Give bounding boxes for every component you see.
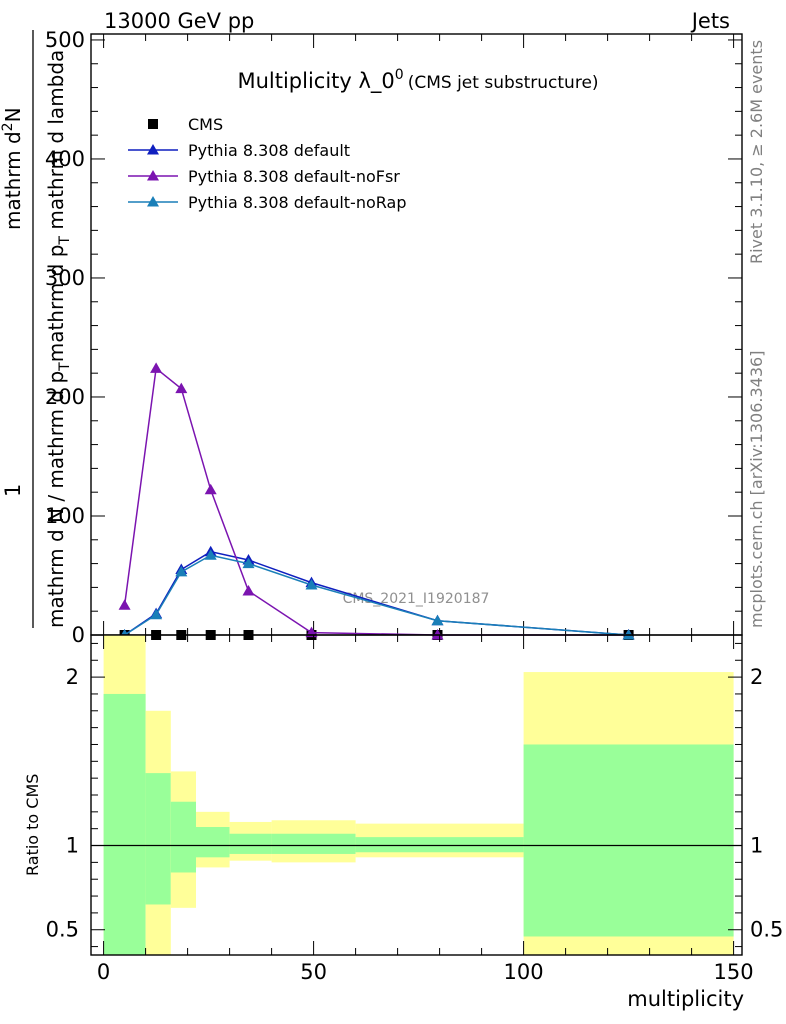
y-label-part-d: mathrm d — [1, 131, 25, 230]
y-label-sup: 2 — [0, 122, 16, 131]
ratio-tick-labels: 0.5 0.5 1 1 2 2 0 50 100 150 — [46, 665, 784, 984]
main-y-tick-labels: 0 100 200 300 400 500 — [45, 28, 85, 647]
ratio-y-tick-label-right: 2 — [750, 665, 763, 689]
legend-label: Pythia 8.308 default-noFsr — [188, 167, 400, 186]
x-tick-label: 150 — [714, 960, 754, 984]
legend-marker — [147, 196, 159, 207]
data-point — [431, 629, 444, 640]
ratio-band-inner — [355, 837, 524, 853]
ratio-y-tick-label-right: 1 — [750, 834, 763, 858]
plot-title-superscript: 0 — [395, 67, 404, 83]
ratio-bands — [103, 635, 734, 955]
legend-marker — [148, 119, 158, 129]
data-point — [622, 629, 635, 640]
series-line — [124, 554, 629, 636]
legend: CMS Pythia 8.308 default Pythia 8.308 defa… — [128, 115, 406, 212]
x-axis-label: multiplicity — [627, 987, 744, 1011]
data-point — [150, 362, 163, 373]
main-y-tick-label: 0 — [72, 623, 85, 647]
ratio-band-inner — [196, 827, 230, 858]
ratio-band-inner — [271, 833, 356, 854]
legend-marker — [147, 144, 159, 155]
main-y-tick-marks — [91, 34, 742, 636]
ratio-ticks — [91, 635, 742, 955]
data-point — [305, 579, 318, 590]
legend-label: Pythia 8.308 default — [188, 141, 350, 160]
y-label-sub-a: T — [57, 362, 73, 372]
ratio-band-inner — [170, 801, 196, 873]
data-point — [431, 614, 444, 626]
y-label-part-a: mathrm d N / mathrm d p — [44, 371, 68, 628]
legend-marker — [147, 170, 159, 181]
x-tick-label: 0 — [97, 960, 110, 984]
legend-item-noRap: Pythia 8.308 default-noRap — [128, 193, 406, 212]
data-point — [242, 557, 255, 569]
mcplots-label: mcplots.cern.ch [arXiv:1306.3436] — [747, 351, 766, 628]
rivet-label: Rivet 3.1.10, ≥ 2.6M events — [747, 40, 766, 264]
ratio-y-tick-label-right: 0.5 — [750, 918, 783, 942]
header-process: 13000 GeV pp — [104, 9, 254, 33]
data-point — [242, 584, 255, 596]
x-tick-label: 100 — [504, 960, 544, 984]
main-y-tick-label: 300 — [45, 266, 85, 290]
plot-title-main: Multiplicity λ_0 — [237, 69, 394, 94]
y-label-denominator: mathrm d N / mathrm d pTmathrm d pT math… — [44, 50, 73, 628]
data-point — [204, 483, 217, 495]
legend-label: Pythia 8.308 default-noRap — [188, 193, 406, 212]
data-point — [175, 565, 188, 577]
data-point — [204, 549, 217, 560]
plot-title-subtitle: (CMS jet substructure) — [408, 73, 599, 93]
ratio-y-tick-label: 0.5 — [46, 918, 79, 942]
ratio-y-tick-label: 2 — [66, 665, 79, 689]
ratio-frame — [90, 634, 743, 956]
main-y-tick-label: 400 — [45, 147, 85, 171]
ratio-y-axis-label: Ratio to CMS — [23, 774, 42, 876]
y-label-numerator: 1 — [1, 484, 25, 497]
data-point — [118, 599, 131, 610]
legend-item-default: Pythia 8.308 default — [128, 141, 350, 160]
main-y-tick-label: 100 — [45, 504, 85, 528]
main-y-tick-label: 500 — [45, 28, 85, 52]
ratio-band-inner — [103, 693, 146, 955]
y-label-part-e: N — [1, 107, 25, 122]
ratio-y-tick-label: 1 — [66, 834, 79, 858]
data-point — [150, 608, 163, 620]
legend-item-noFsr: Pythia 8.308 default-noFsr — [128, 167, 400, 186]
y-label-part-c: mathrm d lambda — [44, 50, 68, 236]
header-observable-group: Jets — [690, 9, 730, 33]
ratio-panel: 0.5 0.5 1 1 2 2 0 50 100 150 Ratio to CMS multipl… — [23, 634, 784, 1011]
legend-label: CMS — [188, 115, 223, 134]
main-y-tick-label: 200 — [45, 385, 85, 409]
ratio-band-inner — [523, 744, 734, 937]
series-noRap — [118, 549, 635, 640]
data-point — [175, 382, 188, 394]
main-y-axis-label: 1 mathrm d N / mathrm d pTmathrm d pT ma… — [0, 30, 73, 628]
x-tick-label: 50 — [300, 960, 327, 984]
ratio-band-inner — [145, 773, 171, 905]
legend-item-cms: CMS — [148, 115, 223, 134]
ratio-band-inner — [229, 833, 272, 854]
y-label-part-b: mathrm d p — [44, 245, 68, 363]
plot-title: Multiplicity λ_00 (CMS jet substructure) — [237, 67, 598, 94]
y-label-sub-b: T — [57, 236, 73, 246]
y-label-numerator-2: mathrm d2N — [0, 107, 25, 230]
